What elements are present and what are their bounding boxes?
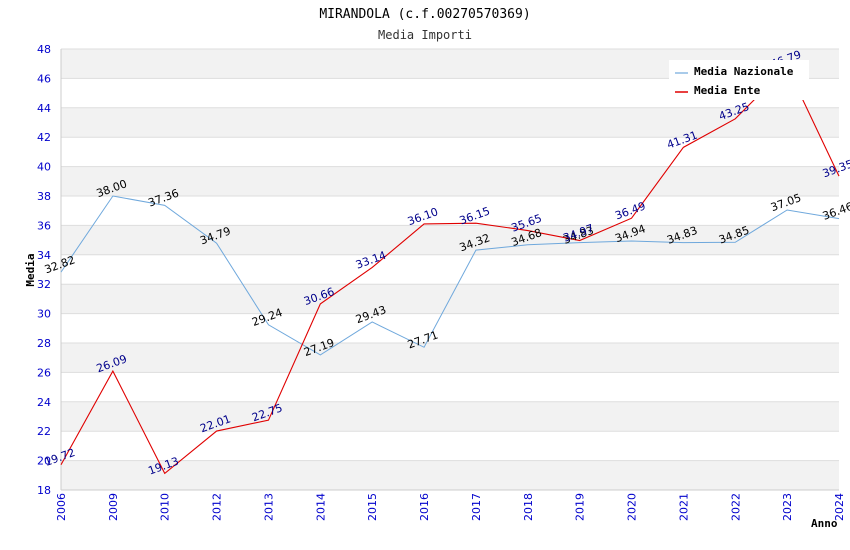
grid-band xyxy=(61,343,839,373)
x-tick-label: 2024 xyxy=(833,493,846,521)
grid-band xyxy=(61,137,839,167)
x-tick-label: 2023 xyxy=(781,493,794,521)
x-tick-label: 2018 xyxy=(522,493,535,521)
x-tick-label: 2010 xyxy=(159,493,172,521)
y-axis-label: Media xyxy=(24,253,37,286)
x-tick-label: 2017 xyxy=(470,493,483,521)
y-tick-label: 28 xyxy=(37,337,51,350)
y-tick-label: 26 xyxy=(37,366,51,379)
x-tick-label: 2020 xyxy=(626,493,639,521)
y-tick-label: 30 xyxy=(37,308,51,321)
x-tick-label: 2006 xyxy=(55,493,68,521)
chart-title: MIRANDOLA (c.f.00270570369) xyxy=(319,7,530,22)
legend-label-media-nazionale: Media Nazionale xyxy=(694,65,794,78)
y-tick-label: 20 xyxy=(37,455,51,468)
x-tick-label: 2013 xyxy=(262,493,275,521)
grid-band xyxy=(61,196,839,226)
x-tick-label: 2014 xyxy=(314,493,327,521)
legend: Media Nazionale Media Ente xyxy=(669,60,809,100)
y-axis-ticks: 18 20 22 24 26 28 30 32 34 36 38 40 42 44 46 48 xyxy=(37,43,51,497)
grid-band xyxy=(61,401,839,432)
y-tick-label: 44 xyxy=(37,102,51,115)
y-tick-label: 22 xyxy=(37,425,51,438)
y-tick-label: 48 xyxy=(37,43,51,56)
x-axis-ticks: 2006 2009 2010 2012 2013 2014 2015 2016 2017 2018… xyxy=(55,493,846,521)
series-line-media-nazionale xyxy=(60,195,840,356)
grid-band xyxy=(61,431,839,461)
grid-band xyxy=(61,313,839,343)
legend-box xyxy=(669,60,809,100)
y-tick-label: 40 xyxy=(37,161,51,174)
chart-subtitle: Media Importi xyxy=(378,28,472,42)
y-tick-label: 38 xyxy=(37,190,51,203)
y-tick-label: 18 xyxy=(37,484,51,497)
y-tick-label: 34 xyxy=(37,249,51,262)
grid-band xyxy=(61,107,839,138)
grid-band xyxy=(61,254,839,285)
grid-band xyxy=(61,166,839,196)
grid-band xyxy=(61,460,839,490)
x-tick-label: 2021 xyxy=(677,493,690,521)
y-tick-label: 24 xyxy=(37,396,51,409)
y-tick-label: 46 xyxy=(37,72,51,85)
series-line-media-ente xyxy=(60,65,840,475)
x-axis-label: Anno xyxy=(811,517,838,530)
x-tick-label: 2016 xyxy=(418,493,431,521)
x-tick-label: 2019 xyxy=(574,493,587,521)
y-tick-label: 32 xyxy=(37,278,51,291)
y-tick-label: 36 xyxy=(37,219,51,232)
legend-label-media-ente: Media Ente xyxy=(694,84,761,97)
x-tick-label: 2022 xyxy=(729,493,742,521)
x-tick-label: 2015 xyxy=(366,493,379,521)
series-lines xyxy=(60,65,840,475)
x-tick-label: 2012 xyxy=(211,493,224,521)
y-tick-label: 42 xyxy=(37,131,51,144)
x-tick-label: 2009 xyxy=(107,493,120,521)
grid-band xyxy=(61,225,839,255)
grid-band xyxy=(61,372,839,402)
grid-bands xyxy=(61,49,839,490)
